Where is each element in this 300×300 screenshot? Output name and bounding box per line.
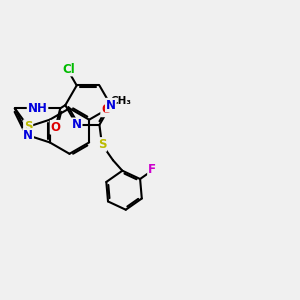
Text: S: S: [24, 120, 32, 133]
Text: O: O: [50, 121, 61, 134]
Text: S: S: [98, 138, 106, 151]
Text: Cl: Cl: [62, 62, 75, 76]
Text: N: N: [106, 99, 116, 112]
Text: N: N: [72, 118, 82, 131]
Text: F: F: [148, 163, 156, 176]
Text: NH: NH: [28, 102, 47, 115]
Text: CH₃: CH₃: [111, 96, 132, 106]
Text: O: O: [101, 103, 111, 116]
Text: N: N: [23, 129, 33, 142]
